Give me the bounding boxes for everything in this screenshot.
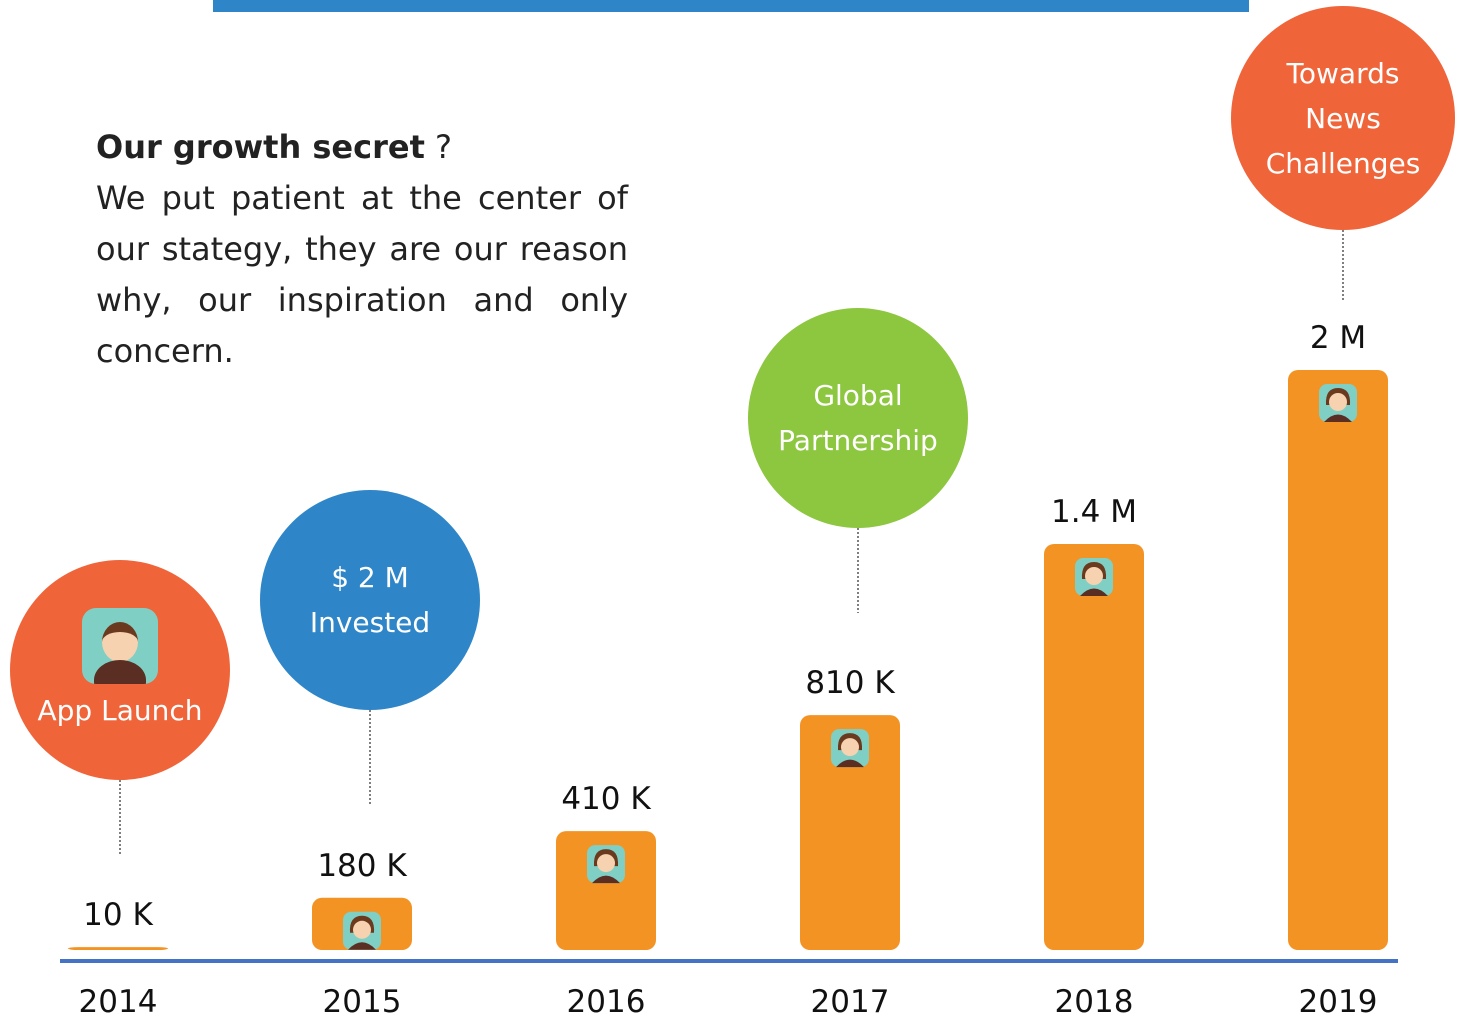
milestone-text: $ 2 M Invested — [278, 555, 462, 645]
icon-face — [597, 854, 615, 872]
value-label: 2 M — [1310, 320, 1366, 356]
icon-body — [94, 660, 146, 684]
app-icon — [343, 912, 381, 950]
milestone-text: Global Partnership — [766, 373, 950, 463]
value-label: 1.4 M — [1051, 494, 1137, 530]
x-tick-label: 2016 — [567, 984, 646, 1020]
milestone-text: App Launch — [38, 688, 203, 733]
app-icon — [1075, 558, 1113, 596]
app-icon — [1319, 384, 1357, 422]
icon-face — [1329, 393, 1347, 411]
x-tick-label: 2017 — [811, 984, 890, 1020]
app-icon — [831, 729, 869, 767]
value-label: 410 K — [561, 781, 651, 817]
x-tick-label: 2014 — [79, 984, 158, 1020]
bar — [1288, 370, 1388, 950]
milestone-bubble: $ 2 M Invested — [260, 490, 480, 710]
icon-face — [1085, 567, 1103, 585]
app-icon — [587, 845, 625, 883]
icon-face — [841, 738, 859, 756]
bar — [68, 947, 168, 950]
x-tick-label: 2015 — [323, 984, 402, 1020]
icon-face — [102, 622, 138, 662]
milestone-bubble: Towards News Challenges — [1231, 6, 1455, 230]
bar — [1044, 544, 1144, 950]
milestone-text: Towards News Challenges — [1249, 51, 1437, 186]
icon-face — [353, 921, 371, 939]
value-label: 810 K — [805, 665, 895, 701]
milestone-bubble: Global Partnership — [748, 308, 968, 528]
app-icon — [82, 608, 158, 684]
x-tick-label: 2018 — [1055, 984, 1134, 1020]
milestone-bubble: App Launch — [10, 560, 230, 780]
value-label: 180 K — [317, 848, 407, 884]
x-tick-label: 2019 — [1299, 984, 1378, 1020]
page: Our growth secret ?We put patient at the… — [0, 0, 1462, 1021]
value-label: 10 K — [83, 897, 153, 933]
